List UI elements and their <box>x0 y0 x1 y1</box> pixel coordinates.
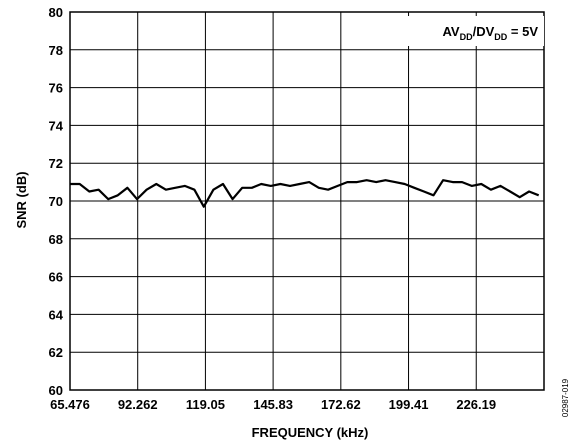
x-tick-label: 119.05 <box>186 397 225 412</box>
tick-labels: 60 62 64 66 68 70 72 74 76 78 80 65.476 92.262 119.05… <box>49 5 497 412</box>
figure-id: 02987-019 <box>561 378 570 417</box>
x-tick-label: 65.476 <box>50 397 90 412</box>
y-tick-label: 66 <box>49 270 63 285</box>
y-tick-label: 76 <box>49 81 63 96</box>
x-tick-label: 172.62 <box>321 397 361 412</box>
y-tick-label: 74 <box>49 118 64 133</box>
snr-series-line <box>70 179 540 208</box>
y-tick-label: 80 <box>49 5 63 20</box>
annotation-box <box>386 16 544 46</box>
plot-frame <box>69 11 545 391</box>
x-axis-title: FREQUENCY (kHz) <box>252 425 369 440</box>
y-axis-title: SNR (dB) <box>14 171 29 228</box>
y-tick-label: 70 <box>49 194 63 209</box>
x-tick-label: 226.19 <box>456 397 496 412</box>
y-tick-label: 60 <box>49 383 63 398</box>
y-tick-label: 72 <box>49 156 63 171</box>
grid <box>70 12 544 390</box>
y-tick-label: 78 <box>49 43 63 58</box>
y-tick-label: 62 <box>49 345 63 360</box>
x-tick-label: 145.83 <box>253 397 293 412</box>
x-tick-label: 92.262 <box>118 397 158 412</box>
supply-annotation: AVDD/DVDD = 5V <box>443 24 539 42</box>
x-tick-label: 199.41 <box>389 397 429 412</box>
y-tick-label: 64 <box>49 307 64 322</box>
y-tick-label: 68 <box>49 232 63 247</box>
